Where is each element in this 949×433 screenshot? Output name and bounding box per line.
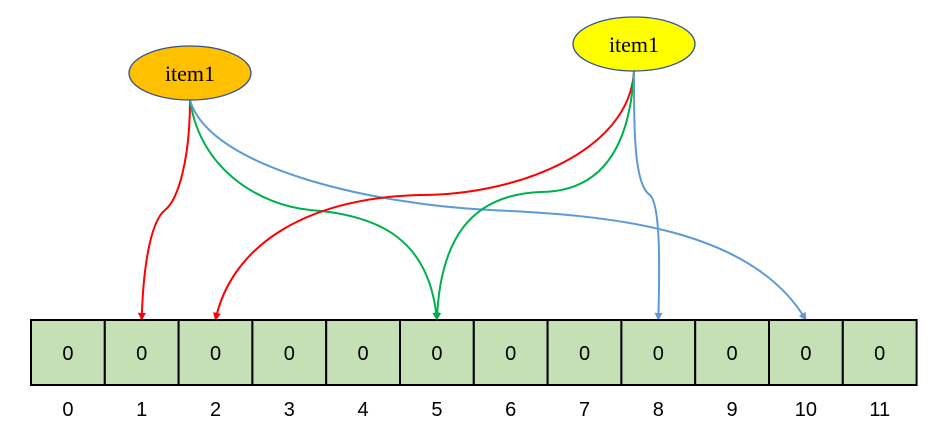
bit-cell-value: 0: [874, 343, 885, 365]
hash-arrow-item2-to-2: [213, 70, 635, 321]
index-label-10: 10: [795, 399, 817, 421]
bit-cell-box: [177, 319, 254, 386]
index-label-7: 7: [579, 399, 590, 421]
index-label-9: 9: [727, 399, 738, 421]
bit-cell-box: [841, 319, 918, 386]
item-node-yellow-shape: [572, 16, 696, 72]
bit-cell-value: 0: [727, 343, 738, 365]
bit-cell-box: [620, 319, 697, 386]
bit-cell-6: 0: [472, 319, 549, 386]
item-node-yellow: item1: [572, 16, 696, 72]
bit-cell-4: 0: [325, 319, 402, 386]
bit-cell-5: 0: [399, 319, 475, 386]
bit-cell-value: 0: [800, 343, 811, 365]
item-node-yellow-label: item1: [609, 32, 659, 57]
bit-cell-box: [325, 319, 402, 386]
index-label-0: 0: [62, 399, 73, 421]
hash-arrow-item1-to-5: [189, 99, 441, 321]
index-label-11: 11: [869, 399, 890, 421]
bit-cell-box: [103, 319, 180, 386]
bit-cell-2: 0: [177, 319, 254, 386]
bit-cell-value: 0: [653, 343, 664, 365]
index-label-1: 1: [136, 399, 147, 421]
item-node-orange-label: item1: [165, 61, 215, 86]
bit-cell-box: [30, 319, 106, 386]
index-label-6: 6: [505, 399, 516, 421]
hash-arrow-item2-to-8: [633, 70, 663, 321]
bit-cell-value: 0: [210, 343, 221, 365]
bit-cell-0: 0: [30, 319, 106, 386]
bit-cell-value: 0: [62, 343, 73, 365]
hash-arrow-item2-to-5: [433, 70, 635, 321]
hash-arrow-item1-to-1: [137, 99, 191, 321]
bit-cell-value: 0: [358, 343, 369, 365]
bit-cell-3: 0: [251, 319, 328, 386]
bit-array: 0 0 0 0 0 0 0 0 0 0 0 0: [30, 319, 918, 386]
bit-cell-8: 0: [620, 319, 697, 386]
bit-cell-10: 0: [768, 319, 844, 386]
index-row: 0 1 2 3 4 5 6 7 8 9 10 11: [62, 399, 890, 421]
edges-layer: [137, 70, 807, 321]
index-label-2: 2: [210, 399, 221, 421]
bit-cell-value: 0: [579, 343, 590, 365]
bit-cell-box: [399, 319, 475, 386]
bit-cell-value: 0: [505, 343, 516, 365]
item-node-orange: item1: [128, 45, 252, 101]
bit-cell-value: 0: [431, 343, 442, 365]
bit-cell-value: 0: [136, 343, 147, 365]
item-node-orange-shape: [128, 45, 252, 101]
bit-cell-9: 0: [694, 319, 771, 386]
bit-cell-11: 0: [841, 319, 918, 386]
index-label-3: 3: [284, 399, 295, 421]
bit-cell-1: 0: [103, 319, 180, 386]
index-label-4: 4: [358, 399, 369, 421]
bit-cell-box: [768, 319, 844, 386]
hash-arrow-item1-to-10: [189, 99, 807, 321]
bit-cell-value: 0: [284, 343, 295, 365]
index-label-8: 8: [653, 399, 664, 421]
index-label-5: 5: [431, 399, 442, 421]
bit-cell-box: [251, 319, 328, 386]
bit-cell-7: 0: [546, 319, 623, 386]
